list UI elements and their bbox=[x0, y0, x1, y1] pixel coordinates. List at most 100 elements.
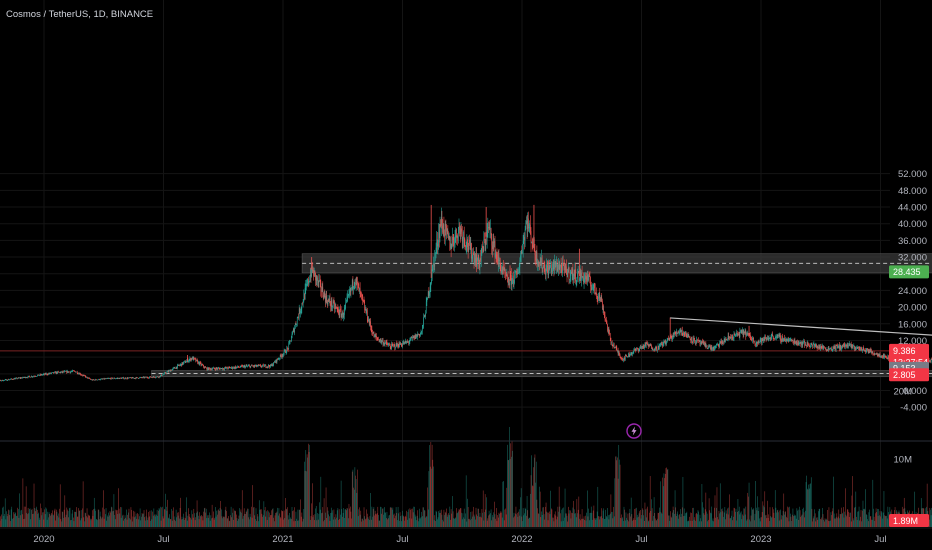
candle-body bbox=[431, 268, 433, 280]
volume-bar bbox=[516, 512, 518, 527]
candle-body bbox=[782, 339, 784, 342]
candle-body bbox=[749, 333, 751, 336]
candle-body bbox=[536, 251, 538, 265]
volume-bar bbox=[734, 508, 735, 527]
candle-body bbox=[693, 337, 694, 342]
volume-bar bbox=[435, 510, 437, 527]
candle-body bbox=[289, 340, 291, 342]
volume-bar bbox=[387, 518, 389, 527]
volume-bar bbox=[142, 514, 144, 527]
candle-body bbox=[790, 339, 791, 340]
volume-bar bbox=[114, 514, 115, 527]
candle-body bbox=[829, 349, 830, 350]
candle-body bbox=[751, 339, 752, 341]
candle-body bbox=[700, 342, 702, 345]
volume-bar bbox=[54, 510, 55, 527]
candle-body bbox=[823, 347, 824, 349]
long-position-tool[interactable] bbox=[0, 272, 932, 379]
candle-body bbox=[183, 361, 185, 363]
candle-body bbox=[531, 241, 532, 243]
candle-body bbox=[558, 264, 560, 270]
volume-bar bbox=[480, 517, 482, 527]
volume-bar bbox=[638, 516, 639, 527]
volume-bar bbox=[596, 518, 597, 527]
volume-bar bbox=[657, 518, 658, 527]
candle-body bbox=[278, 358, 280, 360]
volume-bar bbox=[53, 515, 54, 527]
candle-body bbox=[476, 254, 477, 267]
volume-bar bbox=[306, 471, 307, 527]
candle-body bbox=[838, 344, 840, 348]
candle-body bbox=[275, 359, 277, 363]
volume-bar bbox=[481, 509, 483, 527]
candle-body bbox=[424, 315, 426, 317]
candle-body bbox=[645, 342, 647, 347]
candle-body bbox=[613, 344, 615, 349]
candle-body bbox=[152, 376, 154, 378]
volume-bar bbox=[674, 490, 676, 527]
support-zone[interactable] bbox=[151, 370, 932, 378]
volume-bar bbox=[581, 518, 582, 527]
candle-body bbox=[523, 236, 525, 241]
volume-bar bbox=[486, 497, 487, 527]
candle-body bbox=[359, 288, 360, 292]
candle-body bbox=[590, 286, 592, 291]
candle-body bbox=[130, 377, 132, 378]
candle-body bbox=[210, 368, 212, 370]
candle-body bbox=[300, 308, 302, 311]
candle-body bbox=[305, 286, 307, 289]
candle-body bbox=[846, 345, 848, 347]
candle-body bbox=[538, 262, 540, 267]
candle-body bbox=[328, 299, 329, 301]
candle-body bbox=[513, 275, 514, 283]
candle-body bbox=[693, 337, 695, 339]
candle-body bbox=[573, 274, 575, 276]
candle-body bbox=[209, 367, 210, 369]
volume-bar bbox=[752, 509, 753, 527]
volume-bar bbox=[216, 510, 218, 527]
candle-body bbox=[311, 263, 312, 277]
volume-bar bbox=[470, 511, 472, 527]
candle-body bbox=[588, 275, 590, 277]
candle-body bbox=[572, 269, 574, 280]
volume-bar bbox=[403, 515, 404, 527]
horizontal-zones[interactable] bbox=[151, 253, 932, 378]
candle-body bbox=[431, 279, 432, 284]
candle-body bbox=[89, 378, 90, 379]
volume-bar bbox=[291, 507, 293, 527]
candle-body bbox=[708, 346, 710, 347]
trendline[interactable] bbox=[670, 317, 932, 371]
candle-body bbox=[771, 334, 773, 337]
candle-body bbox=[521, 252, 523, 253]
volume-bar bbox=[538, 514, 540, 527]
candle-body bbox=[781, 336, 783, 342]
candle-body bbox=[11, 378, 13, 380]
volume-bar bbox=[69, 507, 71, 527]
candle-body bbox=[348, 294, 350, 295]
candle-body bbox=[375, 336, 377, 337]
volume-bar bbox=[38, 517, 40, 527]
volume-bar bbox=[156, 514, 157, 527]
candle-body bbox=[458, 226, 460, 230]
volume-bar bbox=[17, 509, 19, 527]
candle-body bbox=[469, 243, 471, 250]
candle-body bbox=[191, 358, 193, 360]
candle-body bbox=[539, 262, 540, 264]
candle-body bbox=[231, 366, 233, 368]
candle-body bbox=[839, 345, 841, 349]
candle-body bbox=[266, 367, 267, 368]
volume-bar bbox=[742, 514, 743, 527]
candle-body bbox=[58, 371, 60, 373]
candle-body bbox=[420, 332, 422, 334]
candle-body bbox=[341, 314, 343, 318]
candle-body bbox=[63, 371, 64, 373]
descending-trendline[interactable] bbox=[670, 317, 932, 371]
candle-body bbox=[349, 289, 350, 295]
candle-body bbox=[672, 336, 673, 340]
volume-bar bbox=[454, 518, 455, 527]
volume-bar bbox=[302, 518, 304, 527]
candle-body bbox=[72, 370, 73, 372]
candle-body bbox=[327, 301, 328, 305]
volume-bar bbox=[55, 520, 56, 527]
